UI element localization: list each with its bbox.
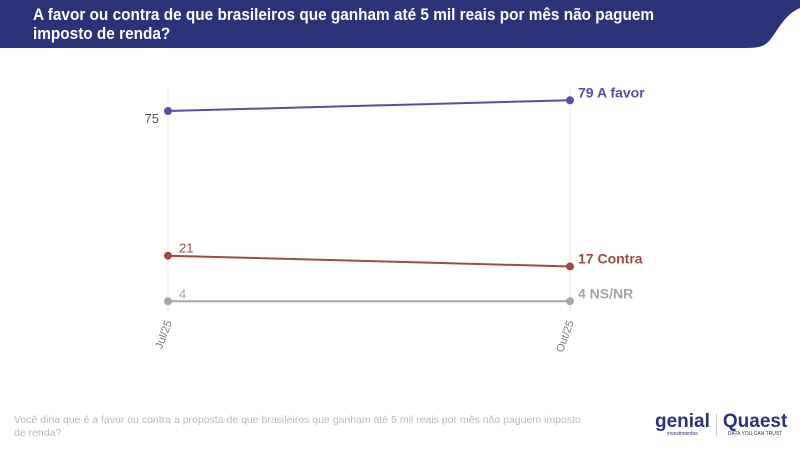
start-label: 75 xyxy=(145,111,159,126)
genial-logo: genial investimentos xyxy=(655,411,710,437)
quaest-logo: Quaest DATA YOU CAN TRUST xyxy=(722,411,788,437)
header-banner xyxy=(0,0,800,48)
footnote: Você diria que é a favor ou contra a pro… xyxy=(14,414,581,439)
data-point xyxy=(566,96,574,105)
data-point xyxy=(164,297,172,306)
end-label: 17 Contra xyxy=(578,250,643,266)
logos: genial investimentos Quaest DATA YOU CAN… xyxy=(655,411,788,437)
start-label: 4 xyxy=(179,286,186,301)
chart-title: A favor ou contra de que brasileiros que… xyxy=(33,6,655,43)
end-label: 4 NS/NR xyxy=(578,285,633,301)
data-point xyxy=(164,251,172,260)
x-tick-label: Out/25 xyxy=(554,319,577,354)
start-label: 21 xyxy=(179,241,193,256)
end-label: 79 A favor xyxy=(578,84,645,100)
data-point xyxy=(566,297,574,306)
x-tick-label: Jul/25 xyxy=(154,319,175,351)
series-line-Contra xyxy=(167,254,571,268)
logo-divider xyxy=(715,414,717,436)
series-line-A favor xyxy=(167,99,571,112)
data-point xyxy=(566,262,574,271)
data-point xyxy=(164,107,172,115)
